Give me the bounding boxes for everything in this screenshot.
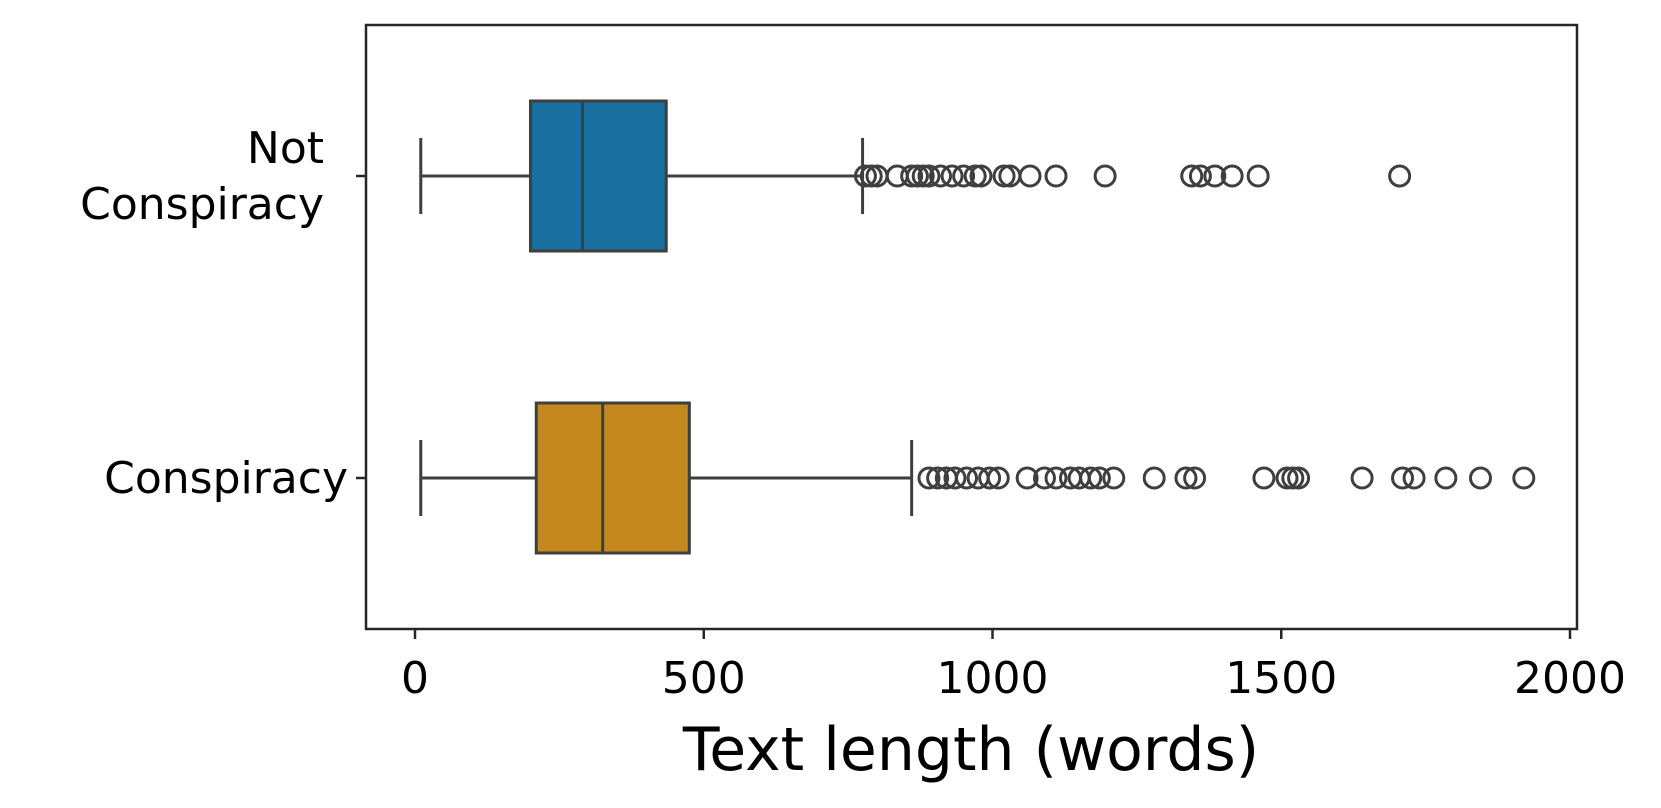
outlier-point bbox=[1044, 164, 1068, 188]
x-tick-label: 0 bbox=[401, 653, 429, 704]
box-iqr bbox=[529, 99, 668, 253]
outlier-point bbox=[917, 466, 941, 490]
outlier-point bbox=[1287, 466, 1311, 490]
x-axis: 0 500 1000 1500 2000 bbox=[401, 629, 1626, 704]
outlier-point bbox=[1183, 466, 1207, 490]
outlier-point bbox=[1015, 466, 1039, 490]
outlier-point bbox=[1246, 164, 1270, 188]
x-tick-label: 2000 bbox=[1514, 653, 1626, 704]
outlier-point bbox=[1142, 466, 1166, 490]
x-tick-label: 500 bbox=[662, 653, 746, 704]
outlier-point bbox=[905, 164, 929, 188]
y-axis: Not Conspiracy Conspiracy bbox=[80, 123, 366, 504]
boxplots bbox=[419, 99, 1536, 555]
outlier-point bbox=[853, 164, 877, 188]
plot-frame bbox=[364, 23, 1579, 631]
outlier-point bbox=[1032, 466, 1056, 490]
outlier-point bbox=[986, 466, 1010, 490]
outlier-point bbox=[1174, 466, 1198, 490]
boxplot-conspiracy bbox=[419, 401, 1536, 555]
outlier-point bbox=[1252, 466, 1276, 490]
outlier-point bbox=[1018, 164, 1042, 188]
outlier-point bbox=[1402, 466, 1426, 490]
outlier-point bbox=[1468, 466, 1492, 490]
outlier-point bbox=[1512, 466, 1536, 490]
outlier-point bbox=[940, 164, 964, 188]
outlier-point bbox=[1079, 466, 1103, 490]
outlier-point bbox=[966, 466, 990, 490]
outlier-point bbox=[1102, 466, 1126, 490]
outlier-point bbox=[978, 466, 1002, 490]
outlier-point bbox=[1391, 466, 1415, 490]
x-tick-label: 1500 bbox=[1225, 653, 1337, 704]
outlier-point bbox=[1087, 466, 1111, 490]
outlier-point bbox=[1388, 164, 1412, 188]
outlier-point bbox=[911, 164, 935, 188]
outlier-point bbox=[963, 164, 987, 188]
outlier-point bbox=[955, 466, 979, 490]
x-tick-label: 1000 bbox=[937, 653, 1049, 704]
outlier-point bbox=[952, 164, 976, 188]
outlier-point bbox=[969, 164, 993, 188]
outlier-point bbox=[926, 466, 950, 490]
y-tick-label: Not Conspiracy bbox=[80, 123, 324, 230]
outlier-point bbox=[1220, 164, 1244, 188]
outlier-point bbox=[1275, 466, 1299, 490]
outlier-point bbox=[992, 164, 1016, 188]
box-iqr bbox=[534, 401, 691, 555]
y-tick-label: Conspiracy bbox=[104, 453, 348, 504]
outlier-point bbox=[1188, 164, 1212, 188]
outlier-point bbox=[1180, 164, 1204, 188]
x-axis-title: Text length (words) bbox=[682, 715, 1259, 785]
outlier-point bbox=[900, 164, 924, 188]
outlier-point bbox=[929, 164, 953, 188]
outlier-point bbox=[1093, 164, 1117, 188]
outlier-point bbox=[943, 466, 967, 490]
outlier-point bbox=[1350, 466, 1374, 490]
outlier-point bbox=[1203, 164, 1227, 188]
outlier-point bbox=[1434, 466, 1458, 490]
outlier-point bbox=[1281, 466, 1305, 490]
outlier-point bbox=[859, 164, 883, 188]
boxplot-not-conspiracy bbox=[419, 99, 1412, 253]
outlier-point bbox=[917, 164, 941, 188]
outlier-point bbox=[1044, 466, 1068, 490]
